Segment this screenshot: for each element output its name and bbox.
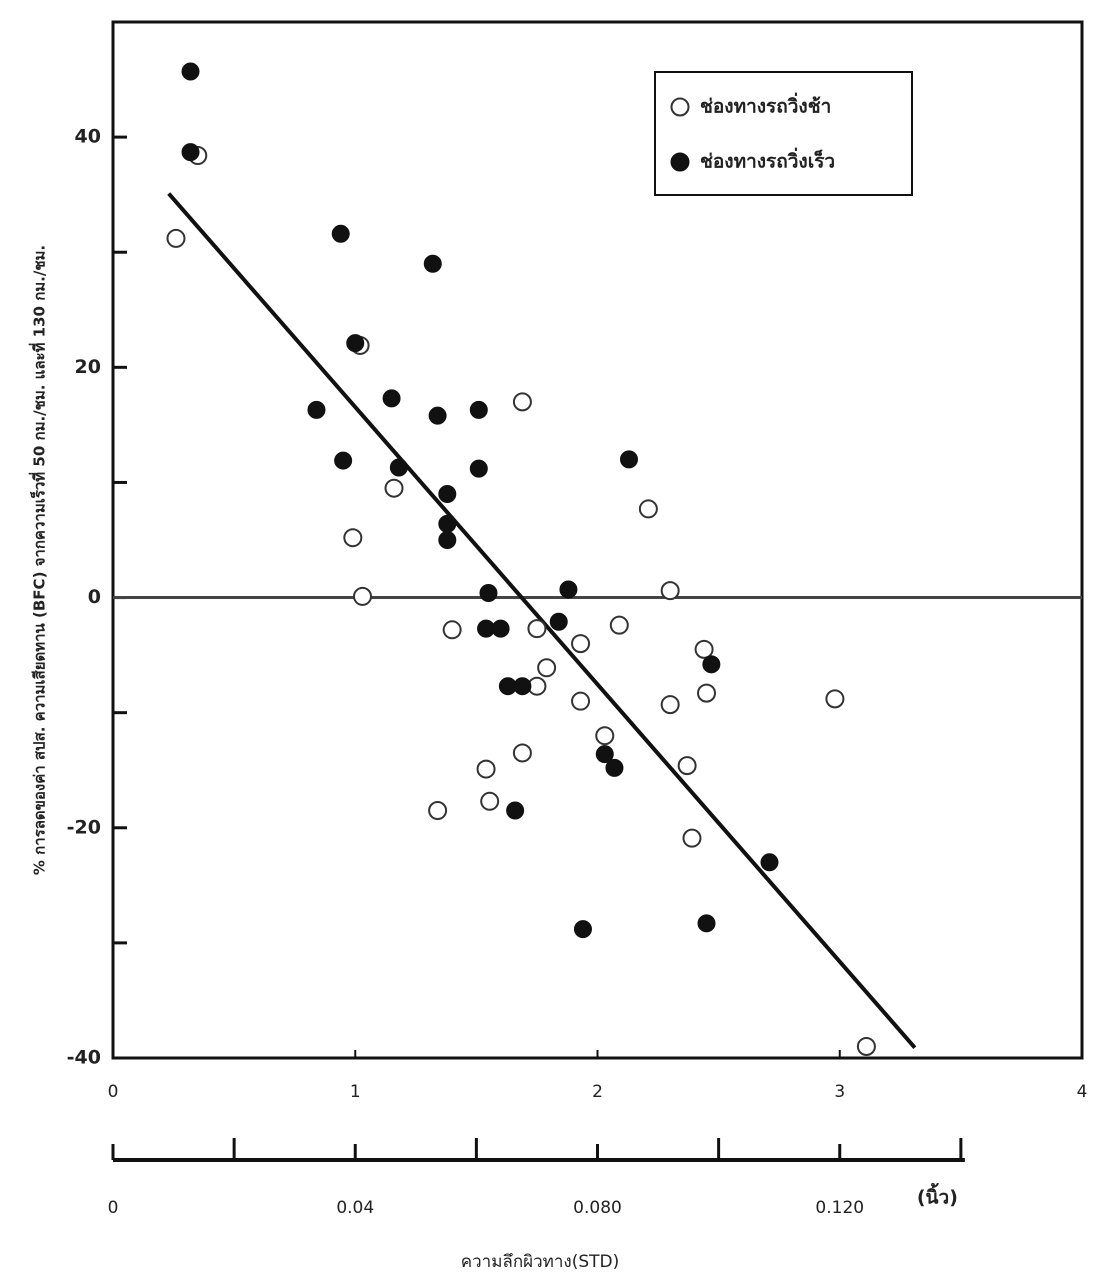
y-tick-label: 20 xyxy=(75,356,101,378)
point xyxy=(760,853,779,872)
point xyxy=(638,499,658,519)
point xyxy=(331,224,350,243)
point xyxy=(571,691,591,711)
point xyxy=(438,514,457,533)
x2-tick-label: 0.080 xyxy=(573,1198,622,1218)
point xyxy=(428,801,448,821)
point xyxy=(506,801,525,820)
x2-tick-label: 0 xyxy=(108,1198,119,1218)
point xyxy=(694,639,714,659)
x2-tick-label: 0.04 xyxy=(336,1198,374,1218)
point xyxy=(476,759,496,779)
point xyxy=(480,791,500,811)
point xyxy=(549,612,568,631)
x2-axis-label: ความลึกผิวทาง(STD) xyxy=(461,1252,619,1272)
x2-tick-label: 0.120 xyxy=(815,1198,864,1218)
point xyxy=(438,484,457,503)
point xyxy=(479,583,498,602)
point xyxy=(469,400,488,419)
y-axis-label: % การลดของค่า สปส. ความเสียดทาน (BFC) จา… xyxy=(29,245,49,875)
legend-box xyxy=(654,71,913,196)
point xyxy=(605,758,624,777)
point xyxy=(512,392,532,412)
y-tick-label: 40 xyxy=(75,126,101,148)
legend-label: ช่องทางรถวิ่งเร็ว xyxy=(700,148,835,173)
plot-frame xyxy=(111,20,1084,1060)
point xyxy=(595,726,615,746)
x-tick-label: 1 xyxy=(350,1082,361,1102)
legend-marker xyxy=(670,152,690,172)
point xyxy=(660,581,680,601)
point xyxy=(825,689,845,709)
point xyxy=(384,478,404,498)
point xyxy=(527,619,547,639)
point xyxy=(513,677,532,696)
x2-unit: (นิ้ว) xyxy=(917,1183,958,1209)
x-tick-label: 3 xyxy=(834,1082,845,1102)
point xyxy=(181,62,200,81)
point xyxy=(595,745,614,764)
point xyxy=(343,528,363,548)
point xyxy=(573,920,592,939)
point xyxy=(697,914,716,933)
point xyxy=(619,450,638,469)
point xyxy=(334,451,353,470)
point xyxy=(382,389,401,408)
point xyxy=(346,334,365,353)
y-tick-label: -20 xyxy=(67,816,101,838)
point xyxy=(469,459,488,478)
x-tick-label: 0 xyxy=(108,1082,119,1102)
point xyxy=(512,743,532,763)
point xyxy=(559,580,578,599)
point xyxy=(571,634,591,654)
x-tick-label: 2 xyxy=(592,1082,603,1102)
point xyxy=(353,586,373,606)
point xyxy=(609,615,629,635)
y-tick-label: 0 xyxy=(88,586,101,608)
legend-marker xyxy=(670,97,690,117)
point xyxy=(442,620,462,640)
y-tick-label: -40 xyxy=(67,1047,101,1069)
point xyxy=(697,683,717,703)
point xyxy=(537,658,557,678)
point xyxy=(660,695,680,715)
legend-label: ช่องทางรถวิ่งช้า xyxy=(700,93,831,118)
point xyxy=(702,655,721,674)
point xyxy=(166,228,186,248)
point xyxy=(181,143,200,162)
x-tick-label: 4 xyxy=(1077,1082,1088,1102)
point xyxy=(423,254,442,273)
point xyxy=(307,400,326,419)
point xyxy=(389,458,408,477)
point xyxy=(677,756,697,776)
point xyxy=(682,828,702,848)
point xyxy=(428,406,447,425)
point xyxy=(491,619,510,638)
point xyxy=(438,531,457,549)
point xyxy=(856,1036,876,1056)
